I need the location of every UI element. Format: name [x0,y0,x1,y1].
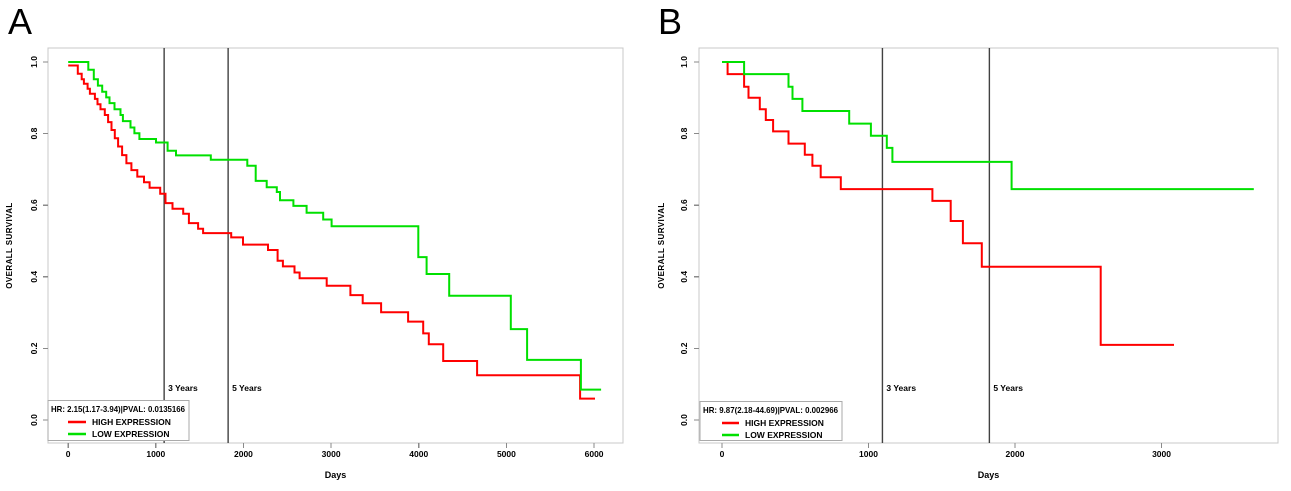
y-axis-tick-label: 1.0 [679,56,689,68]
legend-box [699,401,843,441]
panel-b-label: B [658,1,683,42]
x-axis-tick-label: 2000 [1006,449,1025,459]
y-axis-tick-label: 0.4 [679,271,689,283]
y-axis-title: OVERALL SURVIVAL [5,202,14,288]
x-axis-tick-label: 5000 [497,449,516,459]
km-curve-low-expression [68,61,602,391]
year-marker-label: 3 Years [168,383,198,393]
legend-title: HR: 9.87(2.18-44.69)|PVAL: 0.002966 [703,405,838,415]
year-marker-label: 3 Years [886,383,916,393]
x-axis-tick-label: 0 [720,449,725,459]
x-axis-title: Days [325,470,347,480]
plot-box [698,47,1279,444]
panel-a-label: A [8,1,33,42]
year-marker-label: 5 Years [993,383,1023,393]
legend-entry-label: LOW EXPRESSION [745,430,822,440]
km-curve-low-expression [722,61,1254,191]
y-axis-tick-label: 0.0 [29,414,39,426]
legend-title: HR: 2.15(1.17-3.94)|PVAL: 0.0135166 [51,404,185,414]
y-axis-tick-label: 0.0 [679,414,689,426]
y-axis-tick-label: 1.0 [29,56,39,68]
y-axis-tick-label: 0.8 [679,127,689,139]
x-axis-tick-label: 1000 [859,449,878,459]
y-axis-tick-label: 0.6 [679,199,689,211]
x-axis-tick-label: 2000 [234,449,253,459]
panel-b: B 0 1000 2000 3000 0.0 0.2 0.4 0.6 0.8 1.0 3 Years… [645,0,1291,491]
x-axis-tick-label: 3000 [1152,449,1171,459]
x-axis-tick-label: 1000 [146,449,165,459]
y-axis-tick-label: 0.8 [29,127,39,139]
x-axis-tick-label: 0 [66,449,71,459]
x-axis-tick-label: 6000 [585,449,604,459]
x-axis-tick-label: 3000 [322,449,341,459]
x-axis-tick-label: 4000 [409,449,428,459]
y-axis-title: OVERALL SURVIVAL [657,202,666,288]
panel-b-chart: 0 1000 2000 3000 0.0 0.2 0.4 0.6 0.8 1.0 3 Years 5 … [657,47,1279,480]
y-axis-tick-label: 0.6 [29,199,39,211]
legend-entry-label: HIGH EXPRESSION [745,418,824,428]
legend-entry-label: HIGH EXPRESSION [92,417,171,427]
panel-a: A 0 1000 2000 3000 4000 5000 6000 0.0 0.2 0.4 0.6 0… [0,0,645,491]
year-marker-label: 5 Years [232,383,262,393]
y-axis-tick-label: 0.2 [679,342,689,354]
y-axis-tick-label: 0.2 [29,342,39,354]
km-curve-high-expression [722,61,1174,346]
legend-entry-label: LOW EXPRESSION [92,429,169,439]
plot-box [47,47,624,444]
panel-a-chart: 0 1000 2000 3000 4000 5000 6000 0.0 0.2 0.4 0.6 0.8… [5,47,624,480]
km-curve-high-expression [68,64,595,400]
y-axis-tick-label: 0.4 [29,271,39,283]
x-axis-title: Days [978,470,1000,480]
